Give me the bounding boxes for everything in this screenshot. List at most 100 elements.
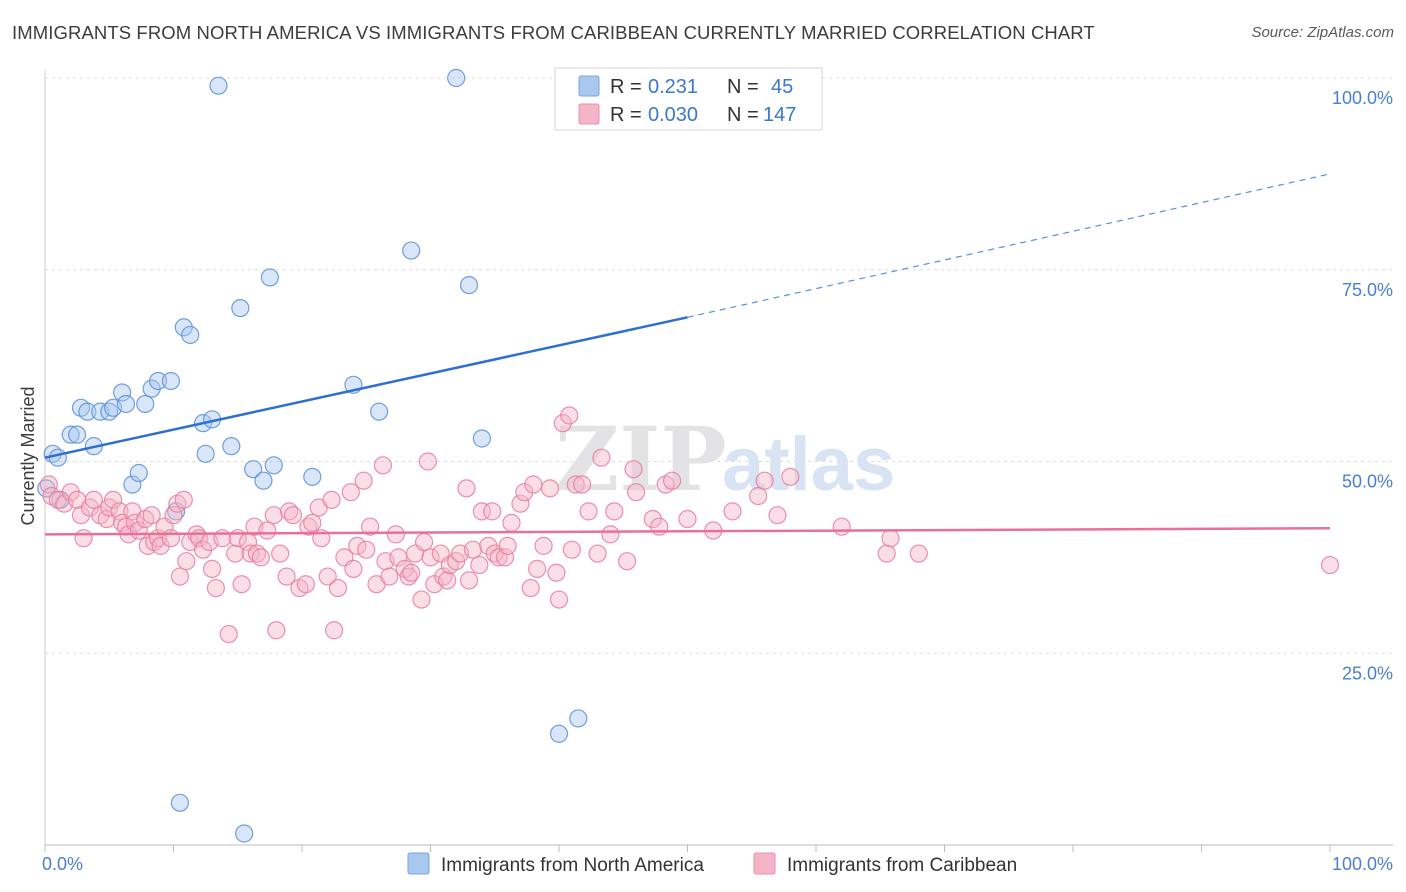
caribbean-point bbox=[341, 483, 360, 502]
caribbean-point bbox=[624, 460, 643, 479]
caribbean-point bbox=[749, 486, 768, 506]
caribbean-point bbox=[483, 502, 502, 521]
north-america-point bbox=[402, 241, 421, 260]
caribbean-point bbox=[177, 552, 196, 571]
series-legend-label-north-america: Immigrants from North America bbox=[441, 855, 704, 876]
caribbean-point bbox=[202, 559, 222, 578]
caribbean-point bbox=[502, 513, 521, 532]
north-america-point bbox=[370, 402, 389, 421]
caribbean-point bbox=[463, 540, 483, 559]
caribbean-point bbox=[755, 471, 774, 490]
caribbean-point bbox=[605, 502, 624, 521]
caribbean-point bbox=[457, 479, 476, 498]
correlation-legend: R = 0.231 N = 45 R = 0.030 N = 147 bbox=[554, 67, 823, 131]
caribbean-point bbox=[524, 475, 543, 494]
north-america-point bbox=[209, 76, 228, 95]
caribbean-point bbox=[39, 475, 58, 494]
series-north-america-points bbox=[37, 68, 665, 843]
x-tick-label-1: 100.0% bbox=[1332, 854, 1393, 874]
caribbean-point bbox=[264, 506, 283, 525]
caribbean-point bbox=[344, 559, 363, 578]
caribbean-point bbox=[418, 452, 438, 471]
caribbean-point bbox=[592, 448, 611, 467]
caribbean-point bbox=[881, 529, 900, 548]
y-tick-label-2: 75.0% bbox=[1342, 280, 1393, 300]
series-legend-label-caribbean: Immigrants from Caribbean bbox=[787, 855, 1017, 876]
caribbean-point bbox=[357, 540, 376, 559]
caribbean-point bbox=[579, 502, 598, 521]
caribbean-point bbox=[251, 548, 270, 567]
caribbean-point bbox=[723, 502, 742, 521]
north-america-point bbox=[161, 371, 181, 391]
legend-n-label-0: N = bbox=[727, 76, 759, 98]
y-tick-label-0: 25.0% bbox=[1342, 663, 1393, 683]
caribbean-point bbox=[164, 506, 183, 525]
north-america-point bbox=[264, 456, 283, 475]
caribbean-point bbox=[110, 502, 129, 521]
caribbean-point bbox=[303, 513, 322, 532]
caribbean-point bbox=[174, 490, 193, 509]
caribbean-point bbox=[219, 624, 238, 644]
caribbean-point bbox=[662, 471, 682, 490]
north-america-point bbox=[222, 437, 241, 456]
caribbean-point bbox=[560, 406, 579, 425]
caribbean-point bbox=[540, 479, 560, 498]
caribbean-point bbox=[521, 578, 540, 598]
north-america-point bbox=[123, 475, 142, 494]
caribbean-point bbox=[402, 563, 421, 582]
north-america-point bbox=[260, 268, 279, 287]
north-america-point bbox=[303, 467, 322, 486]
x-tick-label-0: 0.0% bbox=[42, 854, 83, 874]
y-tick-label-1: 50.0% bbox=[1342, 472, 1393, 492]
caribbean-point bbox=[361, 517, 380, 536]
caribbean-point bbox=[832, 517, 851, 536]
north-america-point bbox=[235, 824, 254, 843]
north-america-point bbox=[231, 299, 250, 318]
y-tick-label-3: 100.0% bbox=[1332, 88, 1393, 108]
y-axis-title: Currently Married bbox=[18, 386, 38, 525]
legend-r-value-1: 0.030 bbox=[648, 104, 698, 126]
x-tick-labels: 0.0% 100.0% bbox=[42, 854, 1393, 874]
caribbean-point bbox=[412, 590, 431, 609]
caribbean-point bbox=[414, 532, 434, 552]
caribbean-point bbox=[170, 567, 190, 586]
trend-line-north-america bbox=[44, 316, 688, 459]
caribbean-point bbox=[588, 544, 607, 563]
caribbean-point bbox=[547, 563, 566, 582]
caribbean-point bbox=[232, 575, 251, 594]
legend-swatch-caribbean bbox=[578, 103, 600, 125]
north-america-point bbox=[196, 444, 215, 463]
caribbean-point bbox=[495, 548, 515, 567]
caribbean-point bbox=[354, 471, 373, 490]
caribbean-point bbox=[768, 506, 787, 525]
caribbean-point bbox=[322, 490, 341, 509]
series-legend-swatch-caribbean bbox=[753, 852, 776, 875]
legend-r-value-0: 0.231 bbox=[648, 76, 698, 98]
caribbean-point bbox=[226, 544, 245, 563]
legend-r-label-1: R = bbox=[610, 104, 642, 126]
caribbean-point bbox=[626, 483, 646, 502]
caribbean-point bbox=[104, 490, 123, 509]
caribbean-point bbox=[562, 540, 581, 559]
legend-n-value-1: 147 bbox=[763, 104, 796, 126]
north-america-point bbox=[244, 460, 263, 479]
trend-lines bbox=[44, 173, 1331, 536]
north-america-point bbox=[48, 448, 67, 467]
caribbean-point bbox=[151, 536, 170, 555]
north-america-point bbox=[112, 383, 132, 402]
caribbean-point bbox=[601, 525, 620, 544]
source-label: Source: ZipAtlas.com bbox=[1251, 24, 1394, 41]
north-america-point bbox=[68, 425, 87, 444]
north-america-point bbox=[549, 724, 569, 743]
caribbean-point bbox=[271, 544, 290, 563]
caribbean-point bbox=[258, 521, 277, 540]
north-america-point bbox=[447, 68, 466, 88]
caribbean-point bbox=[573, 475, 592, 494]
caribbean-point bbox=[277, 567, 296, 586]
caribbean-point bbox=[511, 494, 530, 513]
trend-line-caribbean bbox=[44, 526, 1331, 536]
legend-n-label-1: N = bbox=[727, 104, 759, 126]
caribbean-point bbox=[318, 567, 337, 586]
caribbean-point bbox=[84, 490, 103, 509]
north-america-point bbox=[148, 371, 168, 391]
